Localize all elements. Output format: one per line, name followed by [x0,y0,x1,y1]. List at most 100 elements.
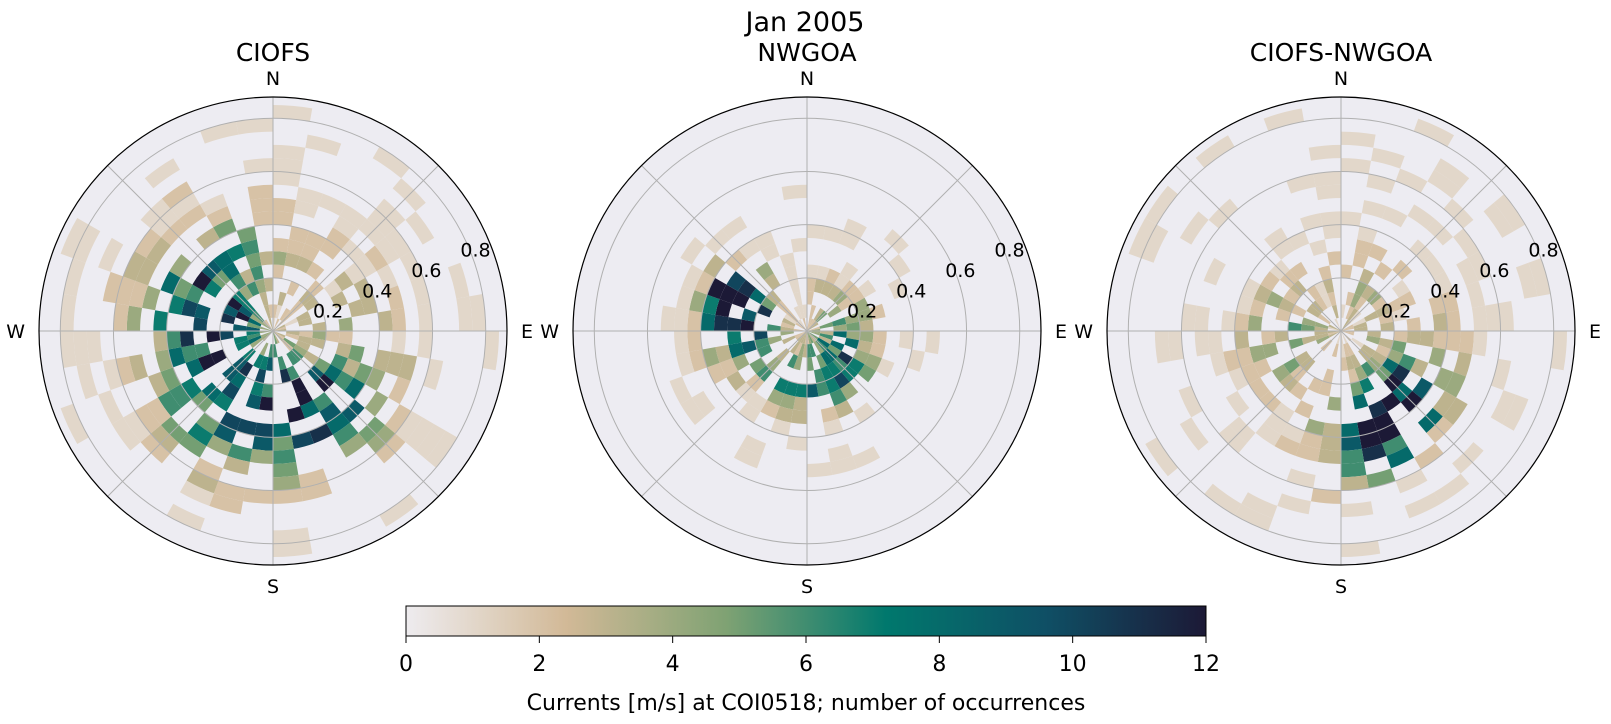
histogram-cell [773,377,789,394]
histogram-cell [187,422,214,447]
direction-label-w: W [540,321,559,343]
histogram-cell [1255,422,1282,447]
histogram-cell [1179,211,1209,245]
radial-tick-label: 0.8 [994,240,1024,262]
histogram-cell [1253,284,1272,304]
histogram-cell [795,322,807,331]
histogram-cell [1471,305,1488,331]
histogram-cell [169,254,192,278]
histogram-cell [447,262,470,299]
histogram-cell [60,217,89,259]
histogram-cell [1347,307,1359,321]
histogram-cell [1353,321,1368,329]
histogram-cell [687,310,703,331]
histogram-cell [844,337,860,350]
histogram-cell [323,364,343,383]
histogram-cell [760,243,780,262]
histogram-cell [757,344,773,358]
histogram-cell [726,271,746,292]
histogram-cell [1357,418,1378,436]
histogram-cell [1272,238,1295,260]
histogram-cell [1341,475,1369,491]
histogram-cell [254,278,267,294]
histogram-cell [300,243,320,262]
histogram-cell [1432,312,1448,331]
histogram-cell [1490,390,1516,425]
histogram-cell [1404,492,1441,519]
histogram-cell [1301,324,1315,331]
histogram-cell [1381,434,1408,456]
histogram-cell [741,308,758,322]
histogram-cell [1360,361,1376,378]
histogram-cell [332,422,359,447]
histogram-cell [102,271,124,304]
histogram-cell [273,104,313,122]
histogram-cell [660,305,677,331]
histogram-cell [273,158,304,174]
histogram-cell [390,331,406,355]
histogram-cell [1241,277,1261,300]
histogram-cell [749,357,767,374]
polar-axes-frame [572,96,1042,566]
histogram-cell [1274,331,1289,343]
histogram-cell [738,402,761,424]
histogram-cell [1550,331,1568,371]
colorbar-tick-label: 0 [399,652,413,677]
histogram-cell [300,400,320,419]
histogram-cell [721,215,748,240]
histogram-cell [1341,540,1381,558]
histogram-cell [833,324,847,331]
histogram-cell [869,303,886,320]
histogram-cell [738,238,761,260]
colorbar-tick-label: 6 [799,652,813,677]
histogram-cell [1318,380,1332,397]
histogram-cell [200,121,239,144]
angular-grid-line [806,165,973,332]
histogram-cell [793,355,803,371]
polar-grid [1107,97,1575,565]
histogram-cell [273,324,286,331]
histogram-cell [385,285,404,311]
histogram-cell [196,227,220,250]
histogram-cell [830,455,858,476]
histogram-cell [1375,304,1391,318]
histogram-cell [1371,350,1388,366]
histogram-cell [285,333,300,341]
histogram-cell [754,337,770,350]
histogram-cell [813,368,826,384]
histogram-cell [1317,313,1331,325]
histogram-cell [291,377,307,394]
histogram-cell [823,226,844,244]
histogram-cell [273,326,287,331]
histogram-cell [728,342,745,359]
histogram-cell [1352,393,1369,410]
histogram-cell [1315,296,1328,311]
histogram-cell [807,328,821,331]
histogram-cell [1375,344,1391,358]
histogram-cell [293,344,308,357]
histogram-cell [770,418,791,436]
histogram-cell [253,354,264,369]
histogram-cell [273,331,278,345]
histogram-cell [825,268,841,285]
histogram-cell [245,252,262,269]
histogram-cell [249,198,273,214]
histogram-cell [252,435,273,451]
histogram-cell [372,146,410,179]
histogram-cell [1341,211,1362,227]
histogram-cell [789,341,801,355]
histogram-cell [246,281,260,297]
histogram-cell [209,493,243,515]
histogram-cell [297,335,313,345]
histogram-cell [747,392,768,412]
histogram-cell [1178,385,1203,418]
histogram-cell [1225,390,1250,417]
histogram-cell [1328,324,1341,331]
histogram-cell [1380,321,1395,331]
radial-tick-label: 0.6 [1479,260,1509,282]
histogram-cell [86,331,103,364]
histogram-cell [1204,483,1242,516]
histogram-cell [193,317,208,331]
histogram-cell [263,304,271,319]
histogram-cell [347,299,365,318]
